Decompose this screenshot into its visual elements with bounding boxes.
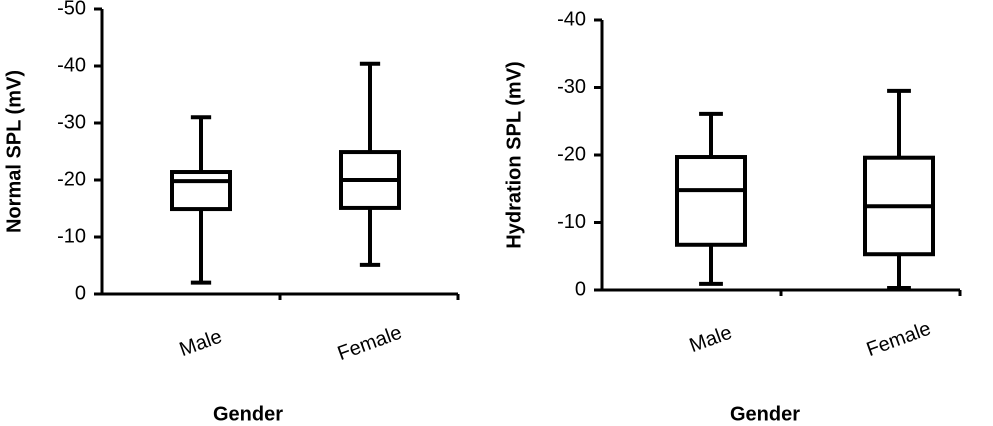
y-tick-label: -30 (557, 76, 586, 98)
box (170, 170, 232, 212)
y-tick-label: -50 (57, 0, 86, 19)
chart: 0 -10 -20 -30 -40 Hydration SPL (mV) Gender Mal… (503, 8, 962, 425)
x-axis-title: Gender (213, 403, 283, 425)
y-tick-label: -40 (557, 8, 586, 30)
y-tick-label: 0 (75, 282, 86, 304)
chart: 0 -10 -20 -30 -40 -50 Normal SPL (mV) Gender Mal… (3, 0, 460, 425)
x-axis-title: Gender (730, 403, 800, 425)
y-axis-title: Normal SPL (mV) (3, 70, 25, 233)
y-tick-label: -40 (57, 54, 86, 76)
x-tick-label: Female (335, 322, 405, 365)
y-axis-title: Hydration SPL (mV) (503, 61, 525, 248)
x-tick-label: Male (177, 326, 225, 362)
x-tick-label: Male (687, 322, 735, 358)
x-tick-label: Female (864, 318, 934, 361)
y-tick-label: -10 (557, 211, 586, 233)
y-tick-label: 0 (575, 278, 586, 300)
y-tick-label: -10 (57, 225, 86, 247)
y-tick-label: -20 (57, 168, 86, 190)
y-tick-label: -30 (57, 111, 86, 133)
y-tick-label: -20 (557, 143, 586, 165)
box (675, 155, 747, 247)
